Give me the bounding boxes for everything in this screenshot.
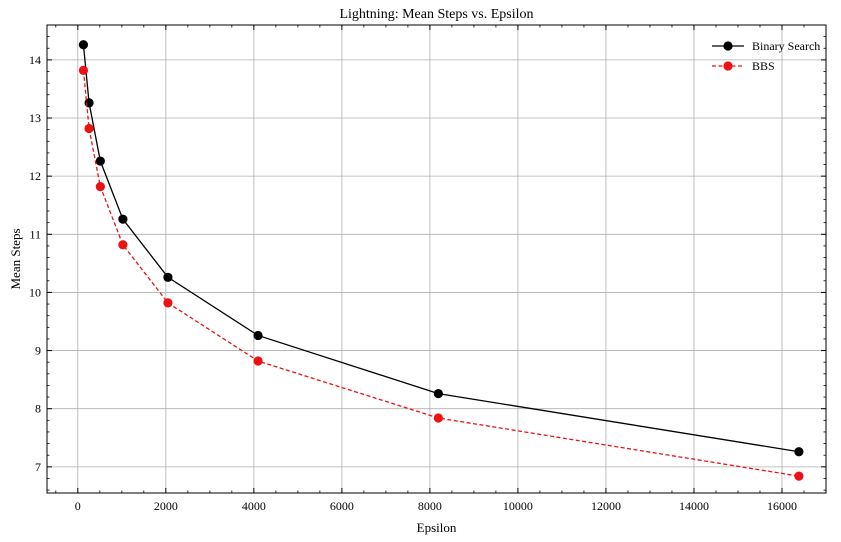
x-tick-label: 4000 (242, 499, 266, 513)
legend-label: BBS (752, 59, 775, 73)
y-tick-label: 10 (29, 285, 41, 299)
x-tick-label: 14000 (679, 499, 709, 513)
x-tick-label: 6000 (330, 499, 354, 513)
x-tick-label: 16000 (767, 499, 797, 513)
legend: Binary Search BBS (712, 39, 820, 73)
data-point (118, 214, 128, 224)
x-tick-label: 12000 (591, 499, 621, 513)
legend-marker (723, 61, 733, 71)
data-point (95, 156, 105, 166)
y-tick-label: 13 (29, 111, 41, 125)
data-point (433, 388, 443, 399)
data-point (794, 447, 804, 457)
data-point (95, 182, 105, 192)
y-axis-title: Mean Steps (8, 228, 23, 289)
series-line-0 (82, 44, 799, 453)
data-point (163, 298, 173, 308)
y-tick-label: 11 (29, 227, 41, 241)
data-point (433, 413, 443, 423)
series-layer (78, 40, 804, 481)
data-point (78, 40, 89, 50)
data-point (253, 330, 263, 341)
data-point (84, 123, 94, 134)
axis-ticks: 0 2000 4000 6000 8000 10000 12000 14000 16000 7 8 9… (29, 24, 827, 513)
plot-frame (46, 24, 827, 494)
x-axis-title: Epsilon (417, 520, 457, 535)
y-tick-label: 8 (35, 402, 41, 416)
y-tick-label: 14 (29, 53, 41, 67)
grid-lines (47, 25, 826, 493)
data-point (78, 65, 89, 75)
x-tick-label: 8000 (418, 499, 442, 513)
data-point (118, 240, 128, 250)
legend-label: Binary Search (752, 39, 820, 53)
y-tick-label: 9 (35, 344, 41, 358)
legend-marker (723, 41, 733, 51)
y-tick-label: 12 (29, 169, 41, 183)
data-point (253, 356, 263, 366)
y-tick-label: 7 (35, 460, 41, 474)
x-tick-label: 0 (75, 499, 81, 513)
series-line-1 (82, 70, 799, 477)
chart-title: Lightning: Mean Steps vs. Epsilon (339, 7, 533, 22)
data-point (794, 471, 804, 481)
x-tick-label: 2000 (154, 499, 178, 513)
data-point (163, 272, 173, 282)
x-tick-label: 10000 (503, 499, 533, 513)
